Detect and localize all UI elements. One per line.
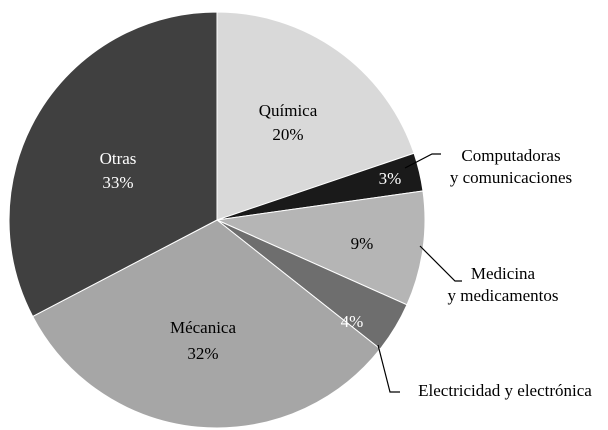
pie-slice <box>216 11 415 221</box>
slice-name: Otras <box>100 149 137 168</box>
pie-slice <box>32 219 381 429</box>
slice-value-label: 4% <box>341 312 364 331</box>
leader-line <box>377 344 400 393</box>
slice-name: Medicina y medicamentos <box>448 264 559 305</box>
slice-value-label: 3% <box>379 169 402 188</box>
slice-value-label: 9% <box>351 234 374 253</box>
leader-line <box>419 245 462 282</box>
slice-value-label: 32% <box>187 344 218 363</box>
slice-name: Química <box>259 101 318 120</box>
slice-name: Electricidad y electrónica <box>418 381 592 400</box>
slice-name: Computadoras y comunicaciones <box>450 146 572 187</box>
slice-value-label: 20% <box>272 125 303 144</box>
slice-name: Mécanica <box>170 318 237 337</box>
slice-value-label: 33% <box>102 173 133 192</box>
leader-line <box>404 153 441 169</box>
pie-slice <box>8 11 218 318</box>
